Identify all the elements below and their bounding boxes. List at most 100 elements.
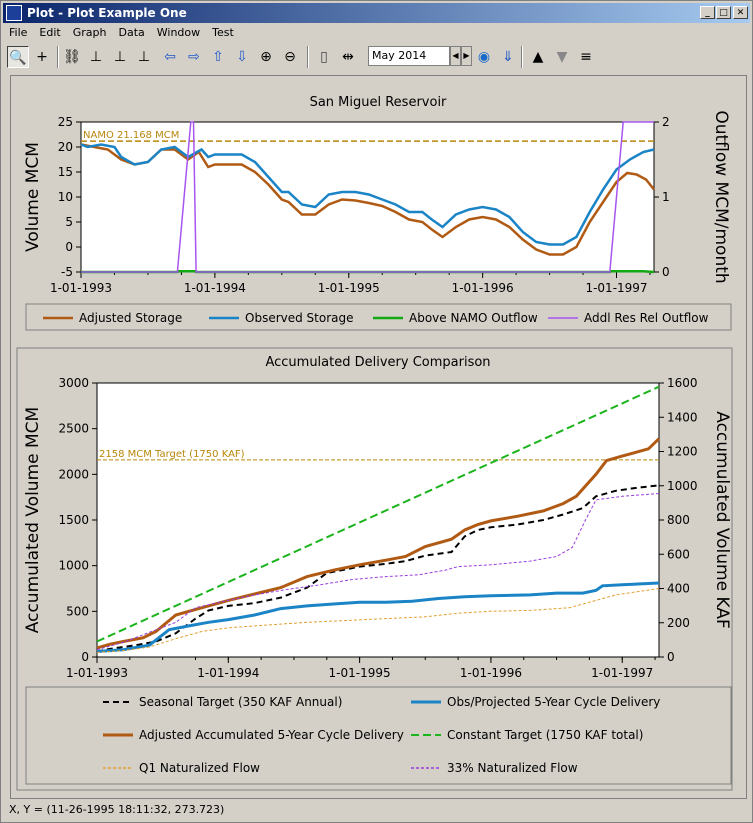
plot2-series — [96, 385, 661, 653]
status-bar: X, Y = (11-26-1995 18:11:32, 273.723) — [9, 803, 225, 816]
plot1-y-axis: -5 0 5 10 15 20 25 — [58, 115, 81, 279]
y-tick-label: 2000 — [58, 467, 89, 481]
axis-right-icon[interactable]: ⊥ — [113, 49, 127, 65]
x-tick-label: 1-01-1994 — [197, 666, 259, 680]
zoom-out-icon[interactable]: ⊖ — [284, 49, 296, 65]
arrow-up-icon[interactable]: ⇧ — [212, 49, 224, 65]
minimize-button[interactable]: _ — [700, 6, 715, 19]
plot2-frame — [96, 382, 660, 658]
toolbar-separator — [57, 46, 59, 68]
series-line — [96, 581, 660, 653]
x-tick-label: 1-01-1993 — [66, 666, 128, 680]
y-tick-label: 25 — [58, 115, 73, 129]
chart-list-icon[interactable]: ≡ — [580, 49, 592, 65]
axis-scale-icon[interactable]: ⊥ — [137, 49, 151, 65]
y-tick-label: 1000 — [58, 559, 89, 573]
chart-up-icon[interactable]: ▲ — [532, 49, 544, 65]
plot1-y2-axis: 0 1 2 — [654, 115, 670, 279]
globe-icon[interactable]: ◉ — [477, 49, 491, 65]
y2-tick-label: 1 — [662, 190, 670, 204]
close-button[interactable]: ✕ — [733, 6, 748, 19]
legend-label: Constant Target (1750 KAF total) — [447, 728, 643, 742]
toolbar-separator — [307, 46, 309, 68]
y2-tick-label: 0 — [662, 265, 670, 279]
series-line — [80, 143, 655, 246]
plots-svg[interactable]: San Miguel Reservoir -5 0 5 10 15 20 25 0 1 2 1-… — [11, 76, 746, 798]
legend-label: Above NAMO Outflow — [409, 311, 538, 325]
axis-icon[interactable]: ⊥ — [89, 49, 103, 65]
maximize-button[interactable]: □ — [716, 6, 731, 19]
y2-tick-label: 2 — [662, 115, 670, 129]
legend-label: Adjusted Accumulated 5-Year Cycle Delive… — [139, 728, 404, 742]
chart-down-icon[interactable]: ▼ — [556, 49, 568, 65]
plot1-frame — [80, 121, 655, 273]
next-date-button[interactable]: ▶ — [461, 46, 472, 66]
x-tick-label: 1-01-1996 — [452, 281, 514, 295]
chart-title-2: Accumulated Delivery Comparison — [265, 355, 490, 370]
plot2-ylabel: Accumulated Volume MCM — [23, 407, 43, 633]
y2-tick-label: 400 — [667, 582, 690, 596]
prev-date-button[interactable]: ◀ — [450, 46, 461, 66]
series-line — [96, 588, 660, 653]
plot2-y2-axis: 0 200 400 600 800 1000 1200 1400 1600 — [659, 376, 698, 664]
target-label: 2158 MCM Target (1750 KAF) — [99, 449, 245, 460]
y2-tick-label: 1600 — [667, 376, 698, 390]
crosshair-icon[interactable]: + — [36, 49, 48, 65]
y-tick-label: 20 — [58, 140, 73, 154]
legend-label: Adjusted Storage — [79, 311, 182, 325]
menu-window[interactable]: Window — [156, 26, 201, 39]
y-tick-label: 15 — [58, 165, 73, 179]
x-tick-label: 1-01-1993 — [50, 281, 112, 295]
fit-icon[interactable]: ▯ — [320, 49, 328, 65]
series-line — [80, 143, 655, 256]
app-icon — [6, 5, 22, 21]
y2-tick-label: 1200 — [667, 445, 698, 459]
zoom-select-icon[interactable]: 🔍 — [7, 46, 29, 68]
plot1-x-axis: 1-01-1993 1-01-1994 1-01-1995 1-01-1996 1-01… — [50, 272, 651, 295]
plot-area: San Miguel Reservoir -5 0 5 10 15 20 25 0 1 2 1-… — [10, 75, 747, 799]
date-field[interactable]: May 2014 — [368, 46, 450, 66]
y-tick-label: 3000 — [58, 376, 89, 390]
menu-graph[interactable]: Graph — [72, 26, 107, 39]
series-line — [96, 493, 660, 651]
title-bar[interactable]: Plot - Plot Example One _ □ ✕ — [3, 3, 750, 23]
link-icon[interactable]: ⛓ — [63, 49, 81, 65]
y-tick-label: 1500 — [58, 513, 89, 527]
x-tick-label: 1-01-1997 — [591, 666, 653, 680]
y2-tick-label: 1400 — [667, 410, 698, 424]
menu-test[interactable]: Test — [212, 26, 234, 39]
arrow-right-icon[interactable]: ⇨ — [188, 49, 200, 65]
y2-tick-label: 0 — [667, 650, 675, 664]
menu-edit[interactable]: Edit — [39, 26, 61, 39]
series-line — [96, 385, 660, 643]
series-line — [96, 484, 660, 653]
menu-data[interactable]: Data — [118, 26, 145, 39]
menu-file[interactable]: File — [9, 26, 28, 39]
plot2-x-axis: 1-01-1993 1-01-1994 1-01-1995 1-01-1996 1-01… — [66, 657, 656, 680]
plot2-legend-items: Seasonal Target (350 KAF Annual) Obs/Proj… — [103, 695, 660, 775]
legend-label: 33% Naturalized Flow — [447, 761, 578, 775]
series-line — [96, 437, 661, 650]
menu-bar: File Edit Graph Data Window Test — [3, 24, 750, 42]
y-tick-label: 2500 — [58, 422, 89, 436]
legend-label: Obs/Projected 5-Year Cycle Delivery — [447, 695, 660, 709]
y2-tick-label: 1000 — [667, 479, 698, 493]
toolbar: 🔍 + ⛓ ⊥ ⊥ ⊥ ⇦ ⇨ ⇧ ⇩ ⊕ ⊖ ▯ ⇹ May 2014 ◀ ▶… — [3, 43, 750, 71]
plot2-panel — [16, 347, 733, 791]
legend-label: Addl Res Rel Outflow — [584, 311, 709, 325]
arrow-left-icon[interactable]: ⇦ — [164, 49, 176, 65]
plot1-ylabel: Volume MCM — [23, 142, 43, 252]
zoom-in-icon[interactable]: ⊕ — [260, 49, 272, 65]
legend-label: Q1 Naturalized Flow — [139, 761, 260, 775]
y-tick-label: -5 — [61, 265, 73, 279]
arrow-down-icon[interactable]: ⇩ — [236, 49, 248, 65]
y2-tick-label: 200 — [667, 616, 690, 630]
legend-label: Seasonal Target (350 KAF Annual) — [139, 695, 342, 709]
export-icon[interactable]: ⇓ — [502, 49, 514, 65]
split-icon[interactable]: ⇹ — [342, 49, 354, 65]
namo-label: NAMO 21.168 MCM — [83, 130, 179, 141]
chart-title-1: San Miguel Reservoir — [310, 95, 447, 110]
window-title: Plot - Plot Example One — [27, 6, 187, 20]
x-tick-label: 1-01-1995 — [329, 666, 391, 680]
